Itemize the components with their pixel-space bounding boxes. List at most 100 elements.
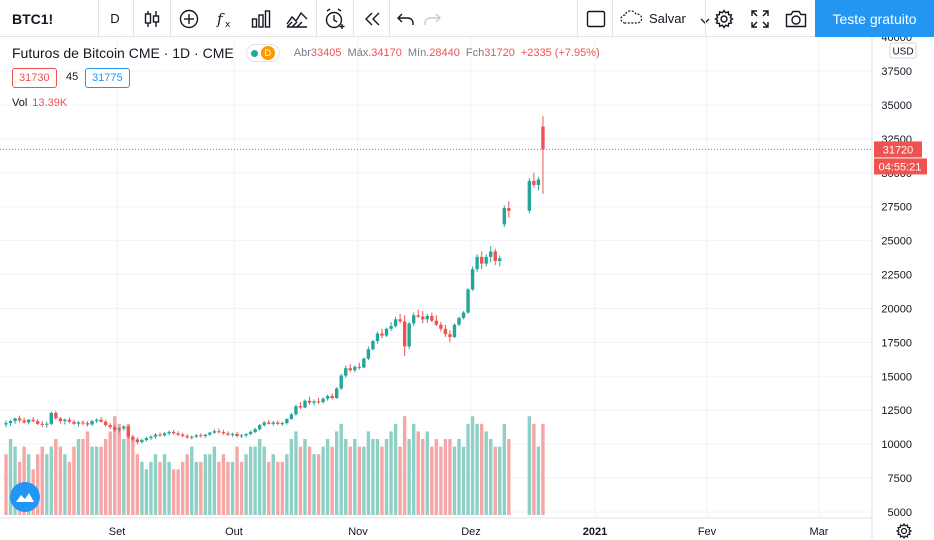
candle-body[interactable] (221, 431, 226, 434)
price-axis[interactable] (872, 37, 934, 540)
candle-body[interactable] (217, 431, 221, 433)
compare-icon[interactable] (279, 0, 315, 37)
candle-body[interactable] (452, 324, 457, 337)
candles-icon[interactable] (134, 0, 170, 37)
price-chart[interactable]: 4000037500350003250030000275002500022500… (0, 37, 934, 540)
candle-body[interactable] (498, 258, 502, 261)
candle-body[interactable] (527, 180, 532, 211)
currency-badge[interactable] (889, 42, 917, 59)
candle-body[interactable] (94, 419, 99, 422)
candle-body[interactable] (353, 366, 357, 371)
candle-body[interactable] (149, 436, 153, 439)
candle-body[interactable] (339, 375, 343, 389)
candle-body[interactable] (294, 406, 298, 415)
candle-body[interactable] (13, 418, 17, 422)
candle-body[interactable] (72, 421, 76, 424)
candle-body[interactable] (271, 422, 275, 424)
candle-body[interactable] (113, 427, 117, 430)
bar-chart-icon[interactable] (243, 0, 279, 37)
candle-body[interactable] (4, 423, 8, 425)
candle-body[interactable] (502, 208, 506, 225)
candle-body[interactable] (81, 422, 85, 424)
market-status[interactable]: D (245, 44, 280, 62)
settings-icon[interactable] (706, 0, 742, 37)
ask-price-button[interactable]: 31775 (85, 68, 130, 88)
candle-body[interactable] (325, 395, 330, 399)
candle-body[interactable] (348, 368, 352, 371)
candle-body[interactable] (17, 418, 22, 421)
candle-body[interactable] (307, 400, 312, 403)
candle-body[interactable] (430, 315, 434, 321)
candle-body[interactable] (31, 419, 35, 422)
candle-body[interactable] (416, 315, 420, 317)
interval-button[interactable]: D (110, 11, 120, 26)
candle-body[interactable] (226, 433, 230, 435)
candle-body[interactable] (162, 433, 167, 436)
candle-body[interactable] (99, 419, 103, 422)
candle-body[interactable] (375, 333, 380, 342)
candle-body[interactable] (122, 426, 126, 429)
candle-body[interactable] (22, 420, 26, 423)
candle-body[interactable] (171, 431, 176, 434)
candle-body[interactable] (36, 421, 40, 424)
candle-body[interactable] (389, 326, 393, 329)
candle-body[interactable] (312, 401, 316, 403)
save-button[interactable]: Salvar (613, 0, 710, 37)
add-indicator-icon[interactable] (171, 0, 207, 37)
candle-body[interactable] (412, 315, 416, 324)
candle-body[interactable] (536, 179, 541, 185)
candle-body[interactable] (470, 269, 475, 290)
candle-body[interactable] (140, 440, 144, 443)
candle-body[interactable] (479, 256, 484, 264)
candle-body[interactable] (489, 251, 493, 257)
candle-body[interactable] (190, 436, 194, 438)
candle-body[interactable] (194, 435, 198, 437)
candle-body[interactable] (357, 366, 362, 368)
candle-body[interactable] (144, 438, 149, 441)
candle-body[interactable] (180, 434, 185, 437)
candle-body[interactable] (507, 208, 511, 211)
candle-body[interactable] (461, 312, 466, 318)
candle-body[interactable] (67, 419, 72, 422)
candle-body[interactable] (158, 434, 162, 436)
candle-body[interactable] (407, 323, 411, 347)
candle-body[interactable] (362, 358, 366, 368)
candle-body[interactable] (532, 180, 536, 185)
candle-body[interactable] (176, 433, 180, 435)
candle-body[interactable] (425, 315, 429, 320)
candle-body[interactable] (371, 341, 375, 350)
undo-icon[interactable] (388, 0, 424, 37)
candle-body[interactable] (484, 256, 488, 264)
candle-body[interactable] (262, 422, 266, 426)
candle-body[interactable] (421, 316, 425, 320)
candle-body[interactable] (230, 433, 235, 435)
candle-body[interactable] (40, 423, 44, 425)
candle-body[interactable] (63, 419, 67, 422)
candle-body[interactable] (493, 251, 497, 261)
candle-body[interactable] (457, 317, 461, 325)
candle-body[interactable] (248, 431, 253, 434)
candle-body[interactable] (235, 433, 239, 437)
candle-body[interactable] (58, 418, 63, 422)
layout-icon[interactable] (578, 0, 614, 37)
candle-body[interactable] (135, 439, 140, 443)
candle-body[interactable] (366, 349, 371, 359)
candle-body[interactable] (541, 126, 545, 150)
candle-body[interactable] (199, 435, 203, 437)
candle-body[interactable] (267, 422, 271, 424)
candle-body[interactable] (321, 398, 325, 403)
candle-body[interactable] (398, 319, 402, 322)
free-trial-button[interactable]: Teste gratuito (815, 0, 934, 37)
fullscreen-icon[interactable] (742, 0, 778, 37)
candle-body[interactable] (393, 319, 398, 327)
candle-body[interactable] (344, 368, 348, 376)
candle-body[interactable] (90, 421, 94, 425)
candle-body[interactable] (8, 421, 13, 424)
candle-body[interactable] (117, 428, 121, 430)
candle-body[interactable] (280, 423, 285, 425)
candle-body[interactable] (443, 328, 448, 335)
candle-body[interactable] (276, 422, 280, 424)
candle-body[interactable] (285, 419, 289, 424)
symbol-title[interactable]: Futuros de Bitcoin CME · 1D · CME (12, 45, 234, 61)
